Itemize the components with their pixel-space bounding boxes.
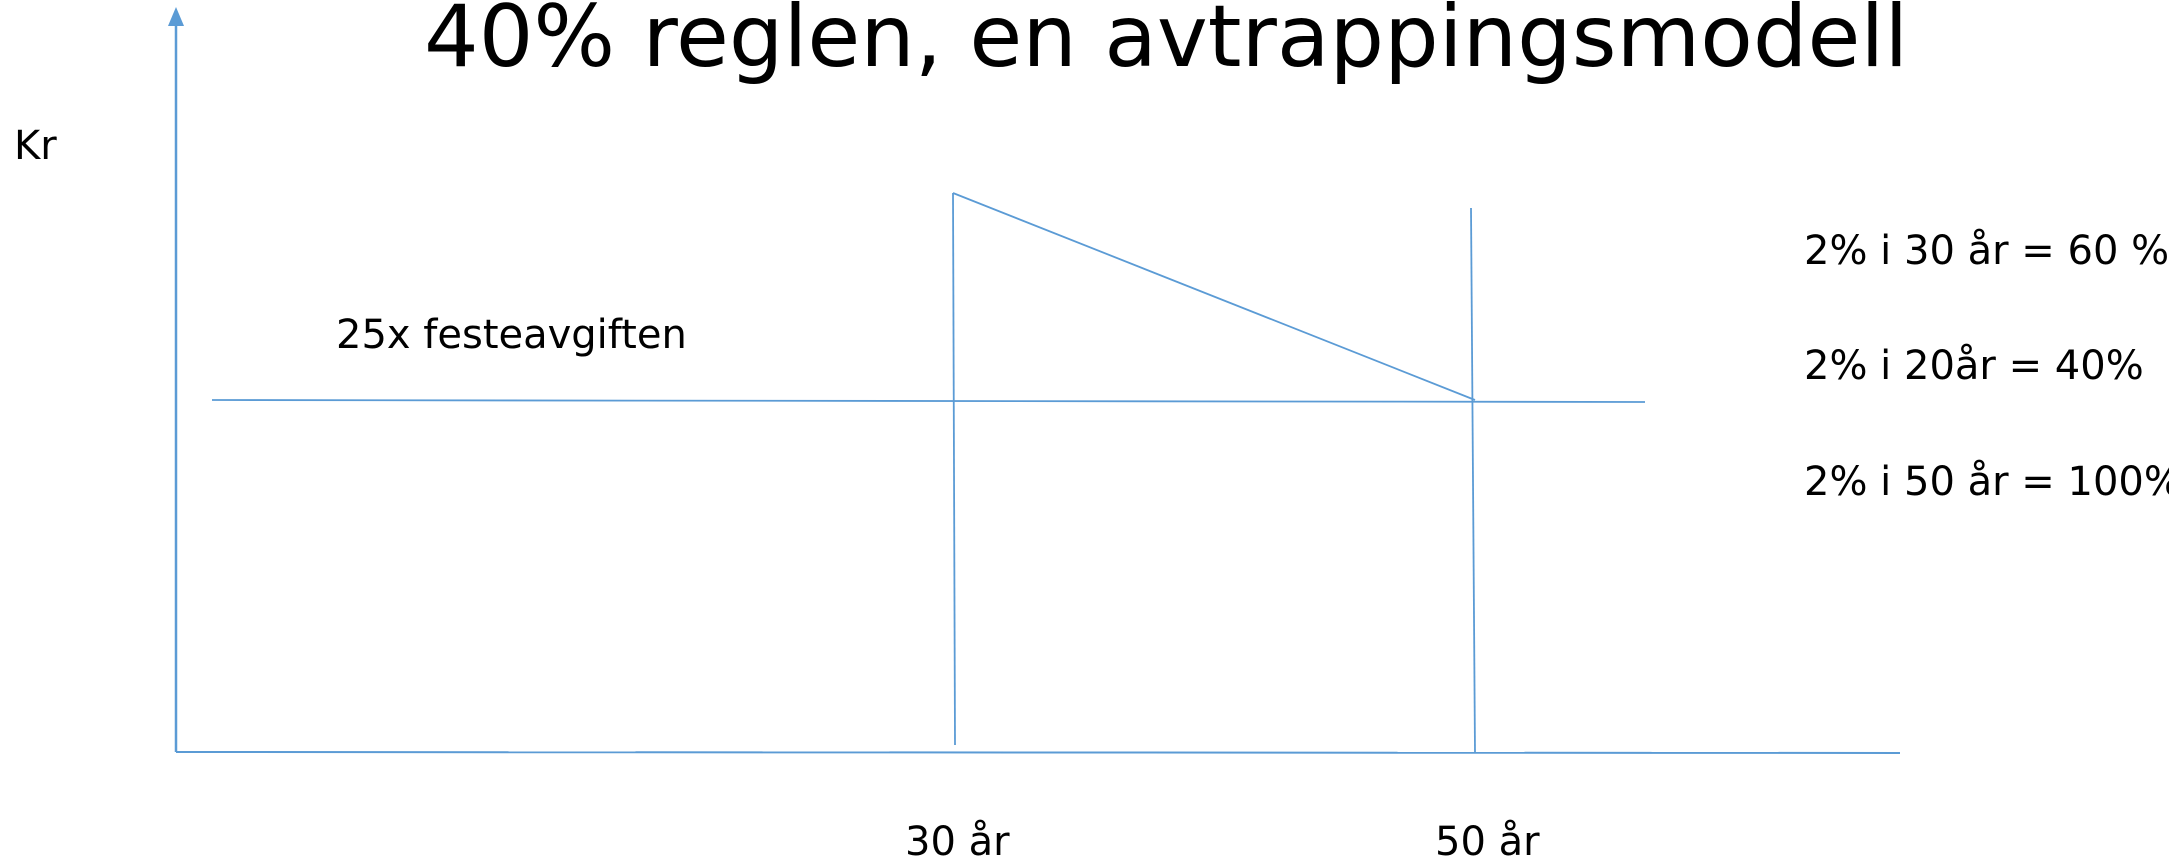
note-60-percent: 2% i 30 år = 60 % xyxy=(1804,228,2169,274)
baseline-line xyxy=(211,399,1646,403)
y-axis-label: Kr xyxy=(14,123,57,169)
page-title: 40% reglen, en avtrappingsmodell xyxy=(424,0,1909,87)
declining-line xyxy=(952,192,1476,401)
x-axis-line xyxy=(175,751,1901,754)
x-tick-30: 30 år xyxy=(905,819,1010,865)
x-tick-50: 50 år xyxy=(1435,819,1540,865)
note-40-percent: 2% i 20år = 40% xyxy=(1804,343,2144,389)
vertical-30-line xyxy=(952,192,956,746)
vertical-50-line xyxy=(1470,207,1476,754)
baseline-label: 25x festeavgiften xyxy=(336,312,687,358)
y-axis-arrowhead xyxy=(168,7,184,26)
note-100-percent: 2% i 50 år = 100% xyxy=(1804,459,2169,505)
